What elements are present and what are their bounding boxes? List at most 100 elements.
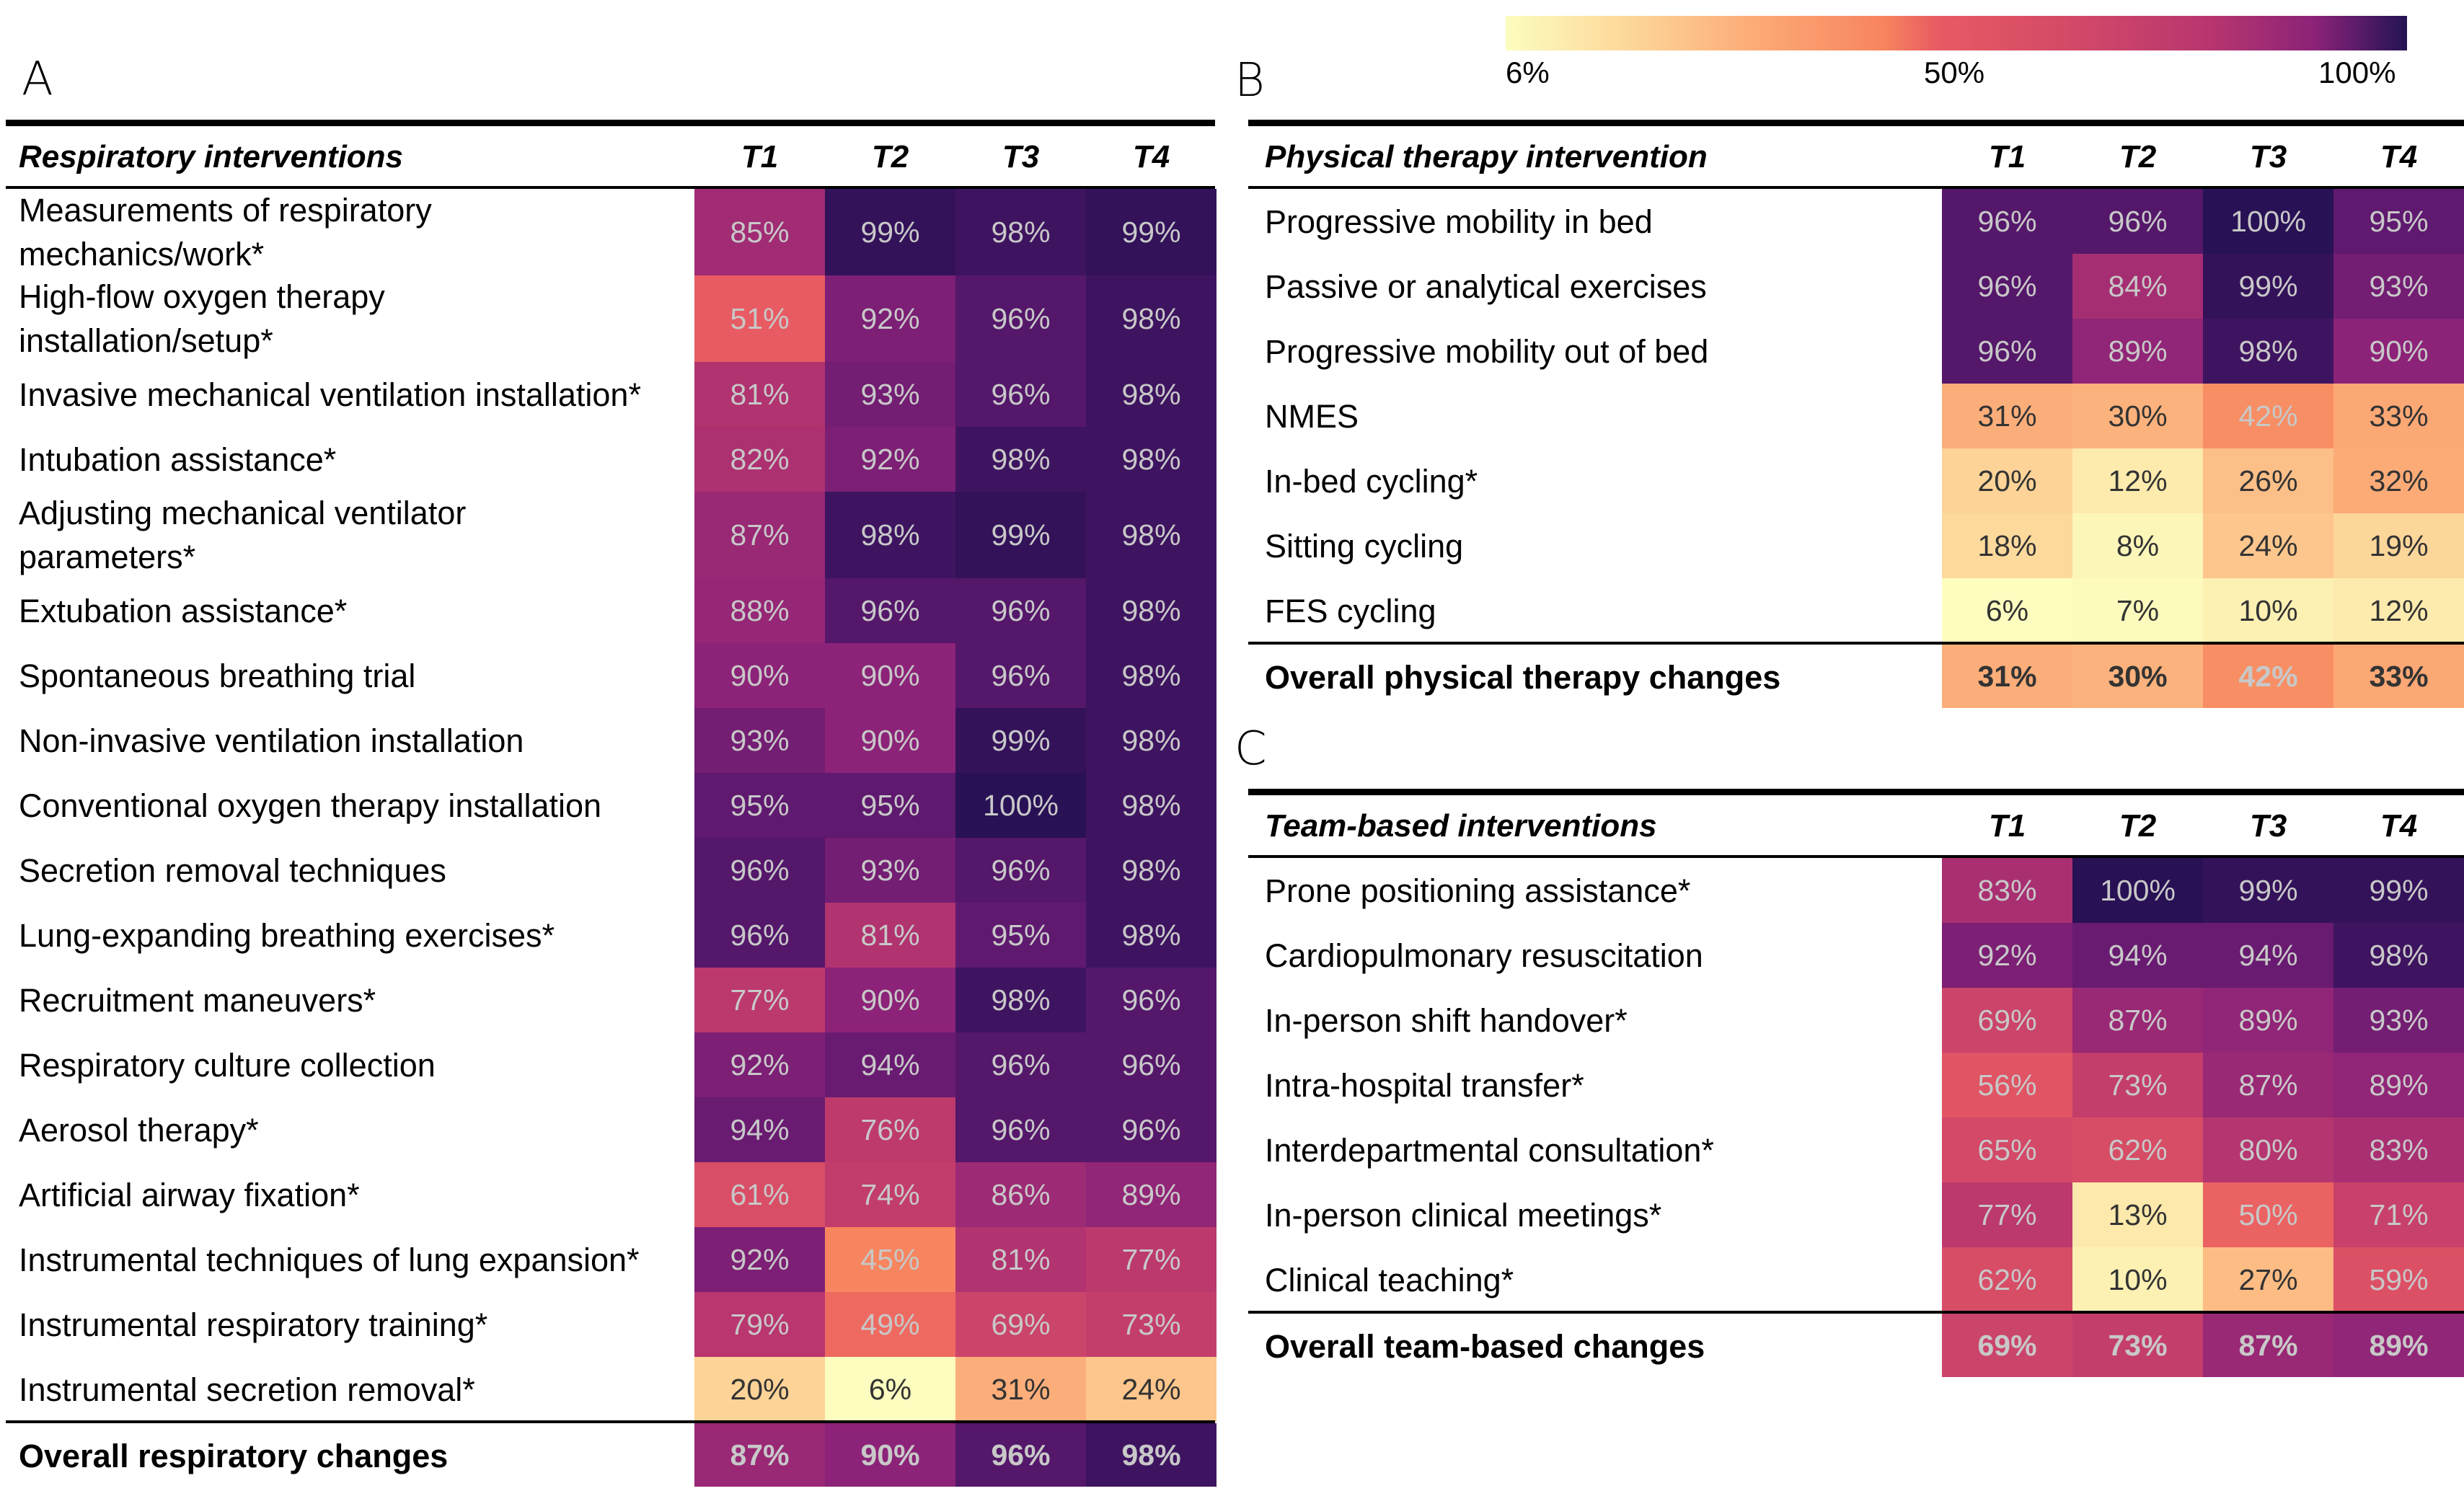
panel-b-top-rule: [1248, 120, 2464, 126]
panel-b-row-label: In-bed cycling*: [1265, 462, 1478, 500]
panel-a-cell: 96%: [694, 903, 825, 968]
panel-a-cell: 94%: [694, 1097, 825, 1162]
panel-a-row-label: High-flow oxygen therapy installation/se…: [19, 278, 385, 359]
panel-a-cell: 31%: [955, 1357, 1086, 1422]
panel-a-table-title: Respiratory interventions: [19, 139, 404, 174]
panel-c-column-header: T4: [2380, 808, 2418, 844]
panel-a-cell: 79%: [694, 1292, 825, 1357]
panel-a-cell: 96%: [955, 643, 1086, 708]
panel-c-row-label: Prone positioning assistance*: [1265, 872, 1691, 909]
panel-label-b: B: [1235, 54, 1265, 107]
legend-gradient: [1506, 16, 2407, 50]
panel-c-table-title: Team-based interventions: [1265, 808, 1657, 844]
panel-a-cell: 87%: [694, 492, 825, 578]
panel-c-overall-cell: 69%: [1942, 1314, 2072, 1377]
panel-a-cell: 96%: [1086, 968, 1216, 1032]
panel-b-cell: 20%: [1942, 448, 2072, 513]
panel-c-row-label: Cardiopulmonary resuscitation: [1265, 937, 1703, 974]
panel-a-cell: 69%: [955, 1292, 1086, 1357]
panel-b-cell: 84%: [2072, 254, 2203, 319]
panel-b-overall-cell: 33%: [2333, 645, 2464, 708]
panel-a-row-label: Intubation assistance*: [19, 441, 337, 478]
panel-b-cell: 96%: [1942, 319, 2072, 384]
panel-b-cell: 95%: [2333, 189, 2464, 254]
panel-a-cell: 92%: [694, 1032, 825, 1097]
panel-a-cell: 96%: [1086, 1032, 1216, 1097]
panel-b-cell: 96%: [1942, 189, 2072, 254]
panel-a-row-label: Artificial airway fixation*: [19, 1176, 360, 1213]
panel-a-row-label: Lung-expanding breathing exercises*: [19, 916, 555, 954]
legend-tick-min: 6%: [1506, 56, 1550, 89]
panel-b-cell: 10%: [2203, 578, 2333, 643]
panel-b-overall-label: Overall physical therapy changes: [1265, 658, 1781, 696]
panel-b-overall-cell: 30%: [2072, 645, 2203, 708]
panel-a-overall-cell: 98%: [1086, 1423, 1216, 1487]
panel-b-row-label: Sitting cycling: [1265, 527, 1464, 565]
panel-c-overall-cell: 87%: [2203, 1314, 2333, 1377]
panel-a-cell: 76%: [825, 1097, 955, 1162]
panel-a-cell: 96%: [1086, 1097, 1216, 1162]
panel-a-cell: 45%: [825, 1227, 955, 1292]
panel-a-column-header: T2: [871, 139, 909, 174]
panel-a-cell: 24%: [1086, 1357, 1216, 1422]
panel-a-cell: 6%: [825, 1357, 955, 1422]
panel-a-row-label: Spontaneous breathing trial: [19, 657, 416, 694]
panel-c-cell: 99%: [2333, 858, 2464, 923]
panel-a-cell: 82%: [694, 427, 825, 492]
panel-c-cell: 50%: [2203, 1182, 2333, 1247]
panel-b-cell: 98%: [2203, 319, 2333, 384]
panel-c-cell: 73%: [2072, 1053, 2203, 1118]
panel-a-cell: 81%: [694, 362, 825, 427]
panel-a-row-label: Measurements of respiratory mechanics/wo…: [19, 192, 432, 273]
panel-a-cell: 98%: [1086, 492, 1216, 578]
panel-a-cell: 98%: [825, 492, 955, 578]
panel-c-row-label: Intra-hospital transfer*: [1265, 1066, 1584, 1104]
panel-a-cell: 98%: [1086, 578, 1216, 643]
panel-c-cell: 94%: [2072, 923, 2203, 988]
panel-c-cell: 89%: [2203, 988, 2333, 1053]
panel-c-row-label: Interdepartmental consultation*: [1265, 1131, 1714, 1169]
panel-a-cell: 96%: [955, 1032, 1086, 1097]
panel-c-column-header: T2: [2119, 808, 2157, 844]
panel-b-cell: 42%: [2203, 384, 2333, 448]
panel-b-cell: 90%: [2333, 319, 2464, 384]
panel-a-cell: 96%: [955, 578, 1086, 643]
panel-b-header-rule: [1248, 186, 2464, 189]
panel-b-cell: 30%: [2072, 384, 2203, 448]
panel-a-cell: 88%: [694, 578, 825, 643]
panel-c-cell: 83%: [2333, 1118, 2464, 1182]
panel-b-cell: 7%: [2072, 578, 2203, 643]
panel-b-cell: 99%: [2203, 254, 2333, 319]
panel-a-cell: 98%: [1086, 362, 1216, 427]
panel-a-row-label: Instrumental respiratory training*: [19, 1306, 488, 1343]
panel-a-cell: 49%: [825, 1292, 955, 1357]
panel-c-row-label: In-person clinical meetings*: [1265, 1196, 1662, 1234]
panel-b-cell: 93%: [2333, 254, 2464, 319]
panel-c-cell: 94%: [2203, 923, 2333, 988]
panel-c-overall-label: Overall team-based changes: [1265, 1327, 1705, 1365]
panel-a-overall-cell: 87%: [694, 1423, 825, 1487]
panel-b-cell: 12%: [2333, 578, 2464, 643]
panel-a-cell: 90%: [825, 643, 955, 708]
panel-a-cell: 95%: [955, 903, 1086, 968]
panel-a-row-label: Recruitment maneuvers*: [19, 981, 376, 1019]
panel-b-cell: 33%: [2333, 384, 2464, 448]
panel-c-cell: 98%: [2333, 923, 2464, 988]
panel-c-cell: 69%: [1942, 988, 2072, 1053]
panel-label-c: C: [1235, 722, 1267, 776]
panel-a-cell: 96%: [825, 578, 955, 643]
panel-b-table-title: Physical therapy intervention: [1265, 139, 1708, 174]
panel-c-top-rule: [1248, 789, 2464, 795]
panel-c-header-rule: [1248, 855, 2464, 858]
panel-a-cell: 90%: [825, 708, 955, 773]
panel-a-cell: 98%: [955, 189, 1086, 275]
panel-b-column-header: T3: [2249, 139, 2287, 174]
panel-c-column-header: T1: [1988, 808, 2026, 844]
panel-c-cell: 93%: [2333, 988, 2464, 1053]
panel-a-cell: 20%: [694, 1357, 825, 1422]
panel-b-cell: 26%: [2203, 448, 2333, 513]
legend-tick-mid: 50%: [1924, 56, 1985, 89]
panel-a-row-label: Adjusting mechanical ventilator paramete…: [19, 495, 467, 575]
panel-b-column-header: T4: [2380, 139, 2418, 174]
panel-c-cell: 65%: [1942, 1118, 2072, 1182]
